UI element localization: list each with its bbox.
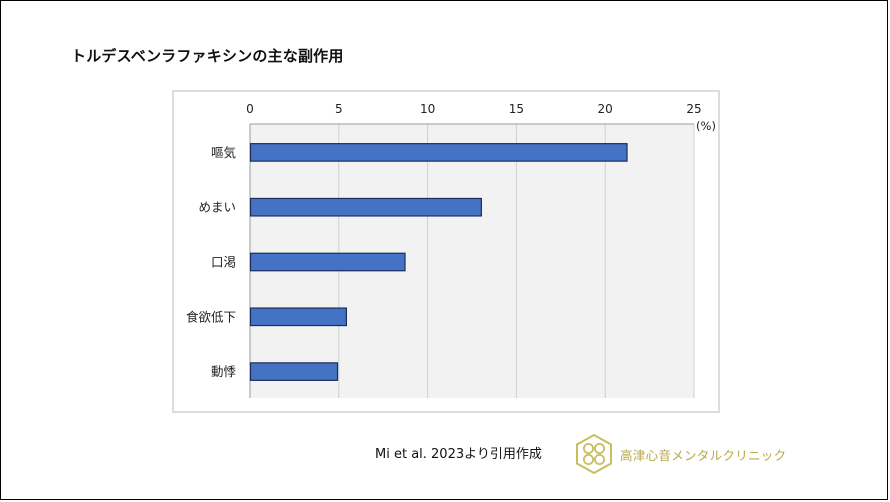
x-tick-label: 15 xyxy=(509,102,524,116)
x-tick-label: 0 xyxy=(246,102,254,116)
bar xyxy=(249,197,482,217)
category-label: めまい xyxy=(198,200,236,215)
x-tick-label: 10 xyxy=(420,102,435,116)
category-label: 嘔気 xyxy=(211,145,236,160)
unit-label: (%) xyxy=(696,119,716,133)
x-tick-label: 5 xyxy=(335,102,343,116)
slide-title: トルデスベンラファキシンの主な副作用 xyxy=(71,47,344,65)
category-label: 口渇 xyxy=(211,255,236,270)
bar xyxy=(249,362,339,381)
x-tick-label: 25 xyxy=(686,102,701,116)
clinic-name: 高津心音メンタルクリニック xyxy=(620,448,787,463)
x-tick-label: 20 xyxy=(598,102,613,116)
bar xyxy=(249,307,348,327)
citation-text: Mi et al. 2023より引用作成 xyxy=(375,447,542,462)
chart-frame: 0 5 10 15 20 25 (%) 嘔気めまい口渇食欲低下動悸 xyxy=(172,90,720,413)
category-label: 動悸 xyxy=(211,364,237,379)
category-label: 食欲低下 xyxy=(186,309,236,324)
bar xyxy=(249,143,628,162)
bar xyxy=(249,252,406,272)
clover-logo-icon xyxy=(575,433,613,478)
